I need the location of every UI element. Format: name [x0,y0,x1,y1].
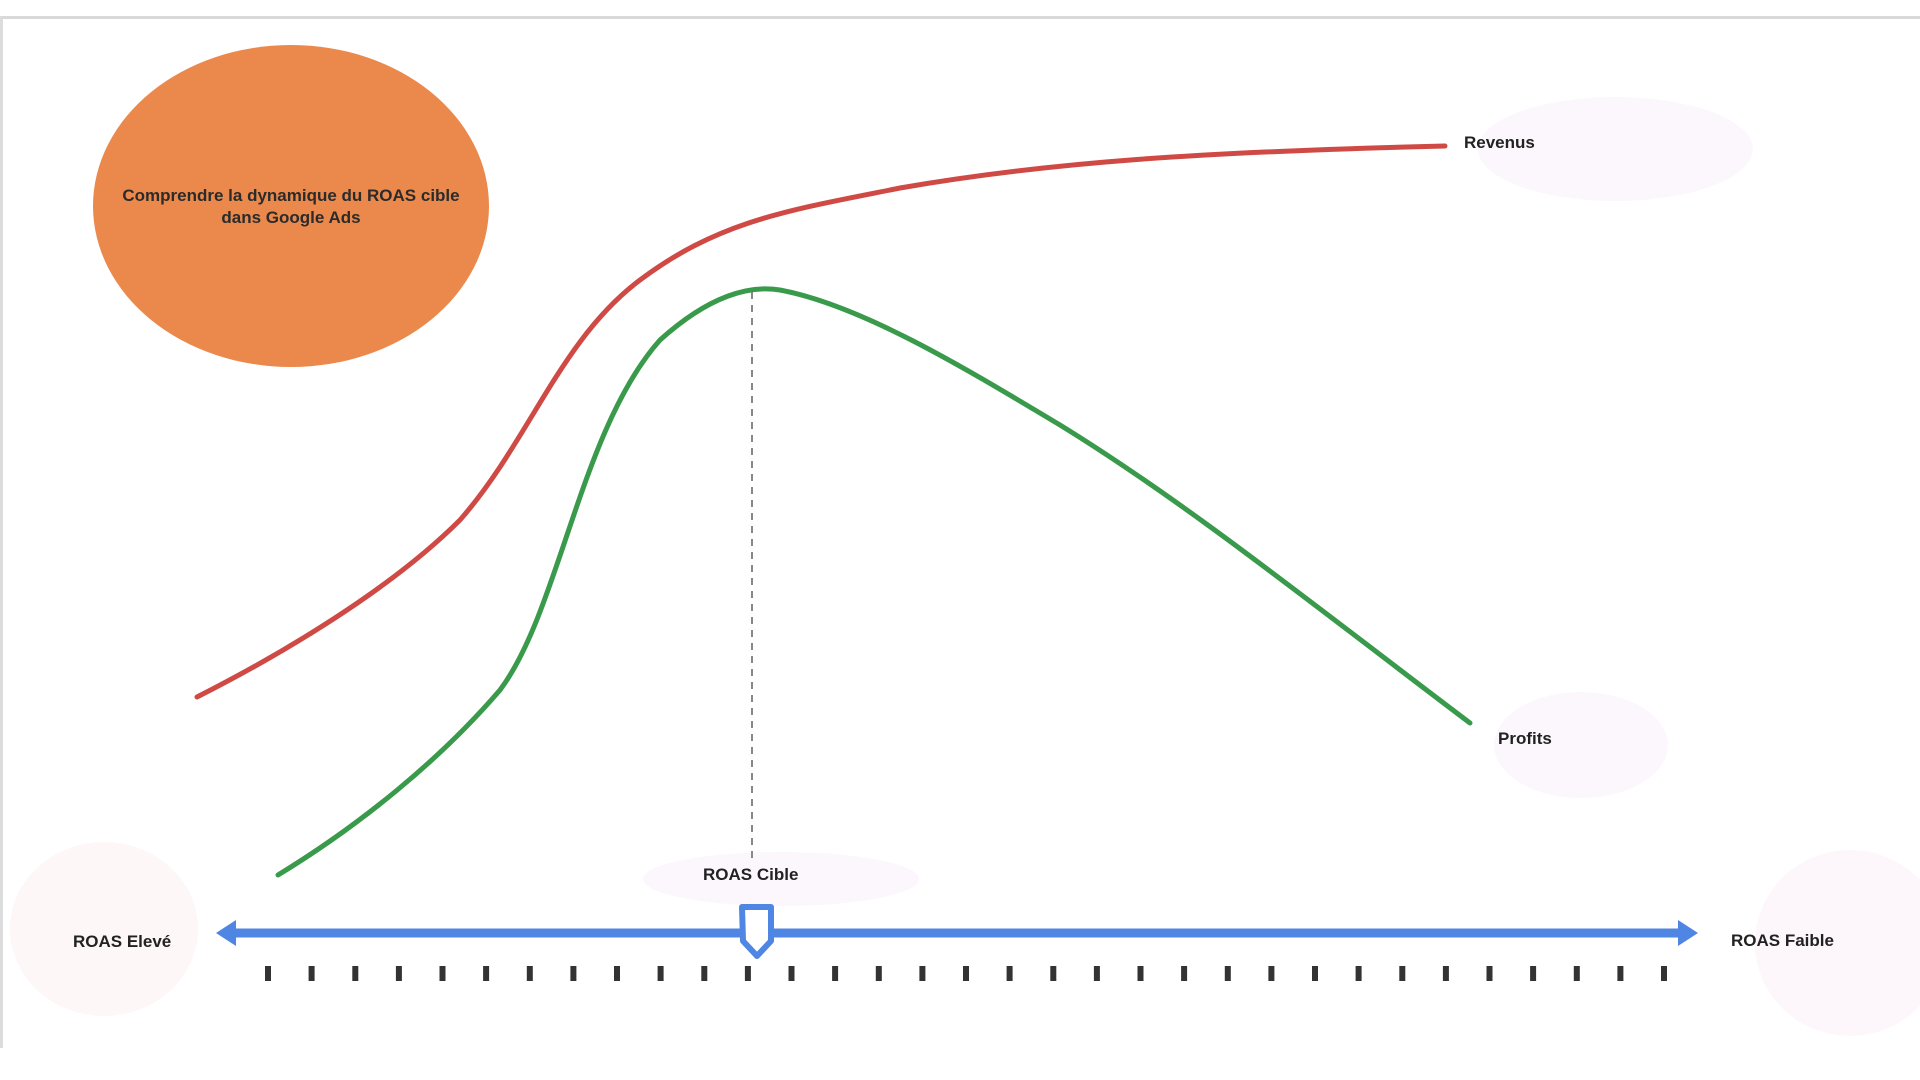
scale-tick [963,966,969,981]
axis-left-arrowhead [216,920,236,946]
profit-curve [275,286,1473,878]
scale-tick [352,966,359,981]
revenue-label: Revenus [1464,133,1535,152]
scale-tick [1006,966,1013,981]
scale-tick [1268,966,1275,981]
scale-tick [1486,966,1493,981]
scale-tick [439,966,446,981]
scale-tick [570,966,577,981]
scale-tick [265,966,271,981]
high-label-blob [10,842,198,1016]
scale-tick [1355,966,1362,981]
scale-tick [1312,966,1318,981]
title-oval: Comprendre la dynamique du ROAS cible da… [93,45,489,367]
scale-tick [1224,966,1231,981]
target-label: ROAS Cible [703,865,799,884]
profits-label: Profits [1498,729,1552,748]
frame-left-border [0,16,3,1050]
scale-tick [1661,966,1667,981]
scale-tick [1617,966,1624,981]
scale-tick [1181,966,1188,981]
revenue-curve [194,143,1448,700]
frame-bottom [0,1048,1920,1080]
scale-tick [788,966,795,981]
scale-tick [919,966,926,981]
scale-ticks [265,966,1667,981]
scale-tick [308,966,315,981]
profits-label-blob [1494,692,1668,798]
frame-top-border [0,16,1920,19]
scale-tick [1573,966,1580,981]
scale-tick [701,966,708,981]
revenue-label-blob [1478,97,1753,201]
diagram-title: Comprendre la dynamique du ROAS cible da… [122,186,460,227]
scale-tick [483,966,490,981]
scale-tick [395,966,402,981]
scale-tick [1050,966,1057,981]
scale-tick [1399,966,1406,981]
high-label: ROAS Elevé [73,932,172,951]
scale-tick [1442,966,1449,981]
low-label-blob [1755,850,1920,1036]
scale-tick [1530,966,1537,981]
scale-tick [1093,966,1100,981]
scale-tick [744,966,751,981]
target-label-blob [643,852,919,906]
scale-tick [657,966,664,981]
axis-right-arrowhead [1678,920,1698,946]
scale-tick [875,966,882,981]
scale-tick [832,966,839,981]
scale-tick [526,966,533,981]
low-label: ROAS Faible [1731,931,1834,950]
target-slider-marker [739,904,774,959]
scale-tick [614,966,620,981]
scale-tick [1137,966,1144,981]
